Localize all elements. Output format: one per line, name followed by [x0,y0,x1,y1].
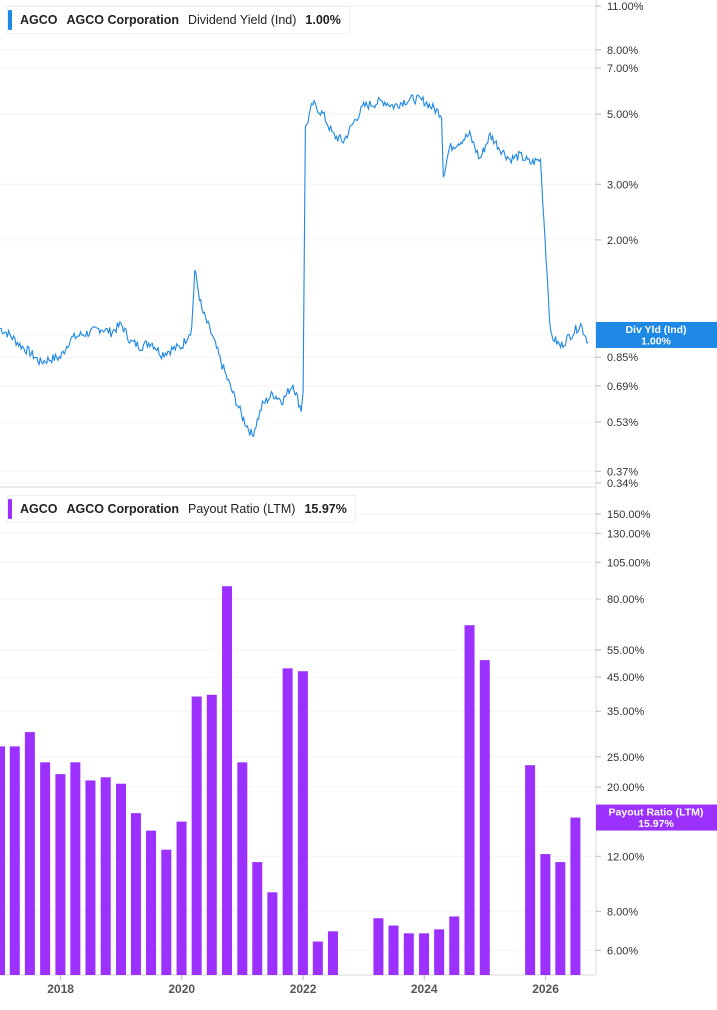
payout-tick-label: 130.00% [607,528,651,540]
yield-current-flag [596,321,717,348]
yield-legend-company: AGCO Corporation [66,13,180,27]
yield-tick-label: 11.00% [607,1,644,13]
payout-legend-swatch [8,499,12,519]
payout-bar [252,862,263,975]
payout-tick-label: 80.00% [607,594,645,606]
x-tick-label: 2026 [532,982,559,996]
yield-tick-label: 0.53% [607,417,638,429]
yield-series-line [0,94,589,438]
payout-bar [24,732,35,975]
payout-bar [0,746,5,975]
payout-bar [85,780,96,975]
yield-current-flag-label: 1.00% [641,335,671,347]
payout-current-flag-label: Payout Ratio (LTM) [609,807,704,819]
payout-bar [388,925,399,975]
payout-current-flag [596,804,717,831]
payout-bar [191,696,202,975]
yield-tick-label: 0.37% [607,466,638,478]
payout-tick-label: 25.00% [607,752,645,764]
payout-bar [146,830,157,975]
payout-bar [282,668,293,975]
payout-bar [419,933,430,975]
payout-legend-ticker: AGCO [20,502,58,516]
payout-bar [327,931,338,975]
yield-tick-label: 0.85% [607,352,638,364]
payout-bar [464,625,475,975]
payout-tick-label: 6.00% [607,945,638,957]
yield-tick-label: 8.00% [607,45,638,57]
payout-tick-label: 45.00% [607,672,645,684]
x-tick-label: 2020 [168,982,195,996]
yield-legend-ticker: AGCO [20,13,58,27]
payout-bar [40,762,51,975]
x-tick-label: 2024 [411,982,438,996]
payout-bar [222,586,233,975]
payout-tick-label: 20.00% [607,782,645,794]
payout-bar [115,783,126,975]
yield-tick-label: 0.69% [607,381,638,393]
payout-bar [525,765,536,975]
payout-tick-label: 35.00% [607,706,645,718]
yield-tick-label: 3.00% [607,179,638,191]
yield-current-flag-label: Div Yld (Ind) [625,324,686,336]
payout-bar [206,694,217,975]
yield-tick-label: 0.34% [607,478,638,490]
payout-tick-label: 8.00% [607,906,638,918]
yield-tick-label: 2.00% [607,235,638,247]
payout-legend-value: 15.97% [304,502,347,516]
payout-tick-label: 105.00% [607,557,651,569]
payout-tick-label: 12.00% [607,851,645,863]
payout-legend: AGCO AGCO Corporation Payout Ratio (LTM)… [8,496,355,522]
payout-bar [403,933,414,975]
payout-bar [176,821,187,975]
payout-bar [100,777,111,975]
x-tick-label: 2022 [290,982,317,996]
payout-bar [237,762,248,975]
payout-bar [373,918,384,975]
payout-bar [449,916,460,975]
yield-tick-label: 7.00% [607,63,638,75]
yield-legend-value: 1.00% [305,13,341,27]
payout-bar [540,854,551,975]
yield-legend-swatch [8,10,12,30]
payout-legend-metric: Payout Ratio (LTM) [188,502,296,516]
payout-tick-label: 55.00% [607,645,645,657]
yield-legend: AGCO AGCO Corporation Dividend Yield (In… [8,7,349,33]
yield-legend-metric: Dividend Yield (Ind) [188,13,297,27]
payout-legend-company: AGCO Corporation [66,502,180,516]
payout-bar [267,892,278,975]
payout-tick-label: 150.00% [607,509,651,521]
payout-bar [55,774,66,975]
payout-bar [434,929,445,975]
yield-tick-label: 5.00% [607,109,638,121]
payout-bar [161,849,172,975]
payout-bar [479,660,490,975]
payout-bar [555,862,566,975]
payout-bar [9,746,20,975]
x-tick-label: 2018 [47,982,74,996]
payout-bar [312,941,323,975]
payout-bar [70,762,81,975]
payout-bar [130,813,141,975]
payout-bar [297,671,308,975]
payout-current-flag-label: 15.97% [638,818,674,830]
payout-bar [570,817,581,975]
